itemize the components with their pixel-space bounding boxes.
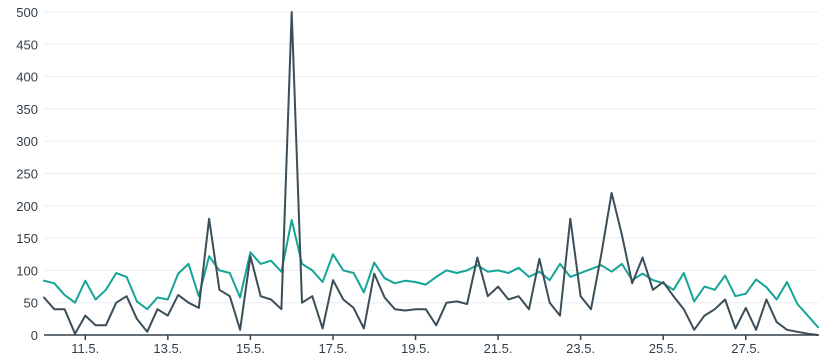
x-tick-label: 19.5. <box>401 341 430 356</box>
y-axis-ticks: 0 50 100 150 200 250 300 350 400 450 500 <box>16 5 38 343</box>
y-tick-label: 0 <box>31 328 38 343</box>
y-tick-label: 350 <box>16 102 38 117</box>
y-tick-label: 300 <box>16 134 38 149</box>
y-tick-label: 150 <box>16 231 38 246</box>
x-tick-label: 17.5. <box>318 341 347 356</box>
x-axis-ticks: 11.5. 13.5. 15.5. 17.5. 19.5. 21.5. 23.5. 25.5.… <box>71 335 760 356</box>
y-tick-label: 400 <box>16 70 38 85</box>
x-tick-label: 15.5. <box>236 341 265 356</box>
y-tick-label: 200 <box>16 199 38 214</box>
y-tick-label: 50 <box>24 296 38 311</box>
x-tick-label: 23.5. <box>566 341 595 356</box>
x-tick-label: 21.5. <box>484 341 513 356</box>
x-tick-label: 13.5. <box>153 341 182 356</box>
x-tick-label: 27.5. <box>731 341 760 356</box>
y-tick-label: 100 <box>16 263 38 278</box>
axes: 11.5. 13.5. 15.5. 17.5. 19.5. 21.5. 23.5. 25.5.… <box>16 5 818 356</box>
y-tick-label: 450 <box>16 37 38 52</box>
gridlines <box>44 12 818 303</box>
x-tick-label: 11.5. <box>71 341 99 356</box>
y-tick-label: 500 <box>16 5 38 20</box>
y-tick-label: 250 <box>16 167 38 182</box>
x-tick-label: 25.5. <box>649 341 678 356</box>
